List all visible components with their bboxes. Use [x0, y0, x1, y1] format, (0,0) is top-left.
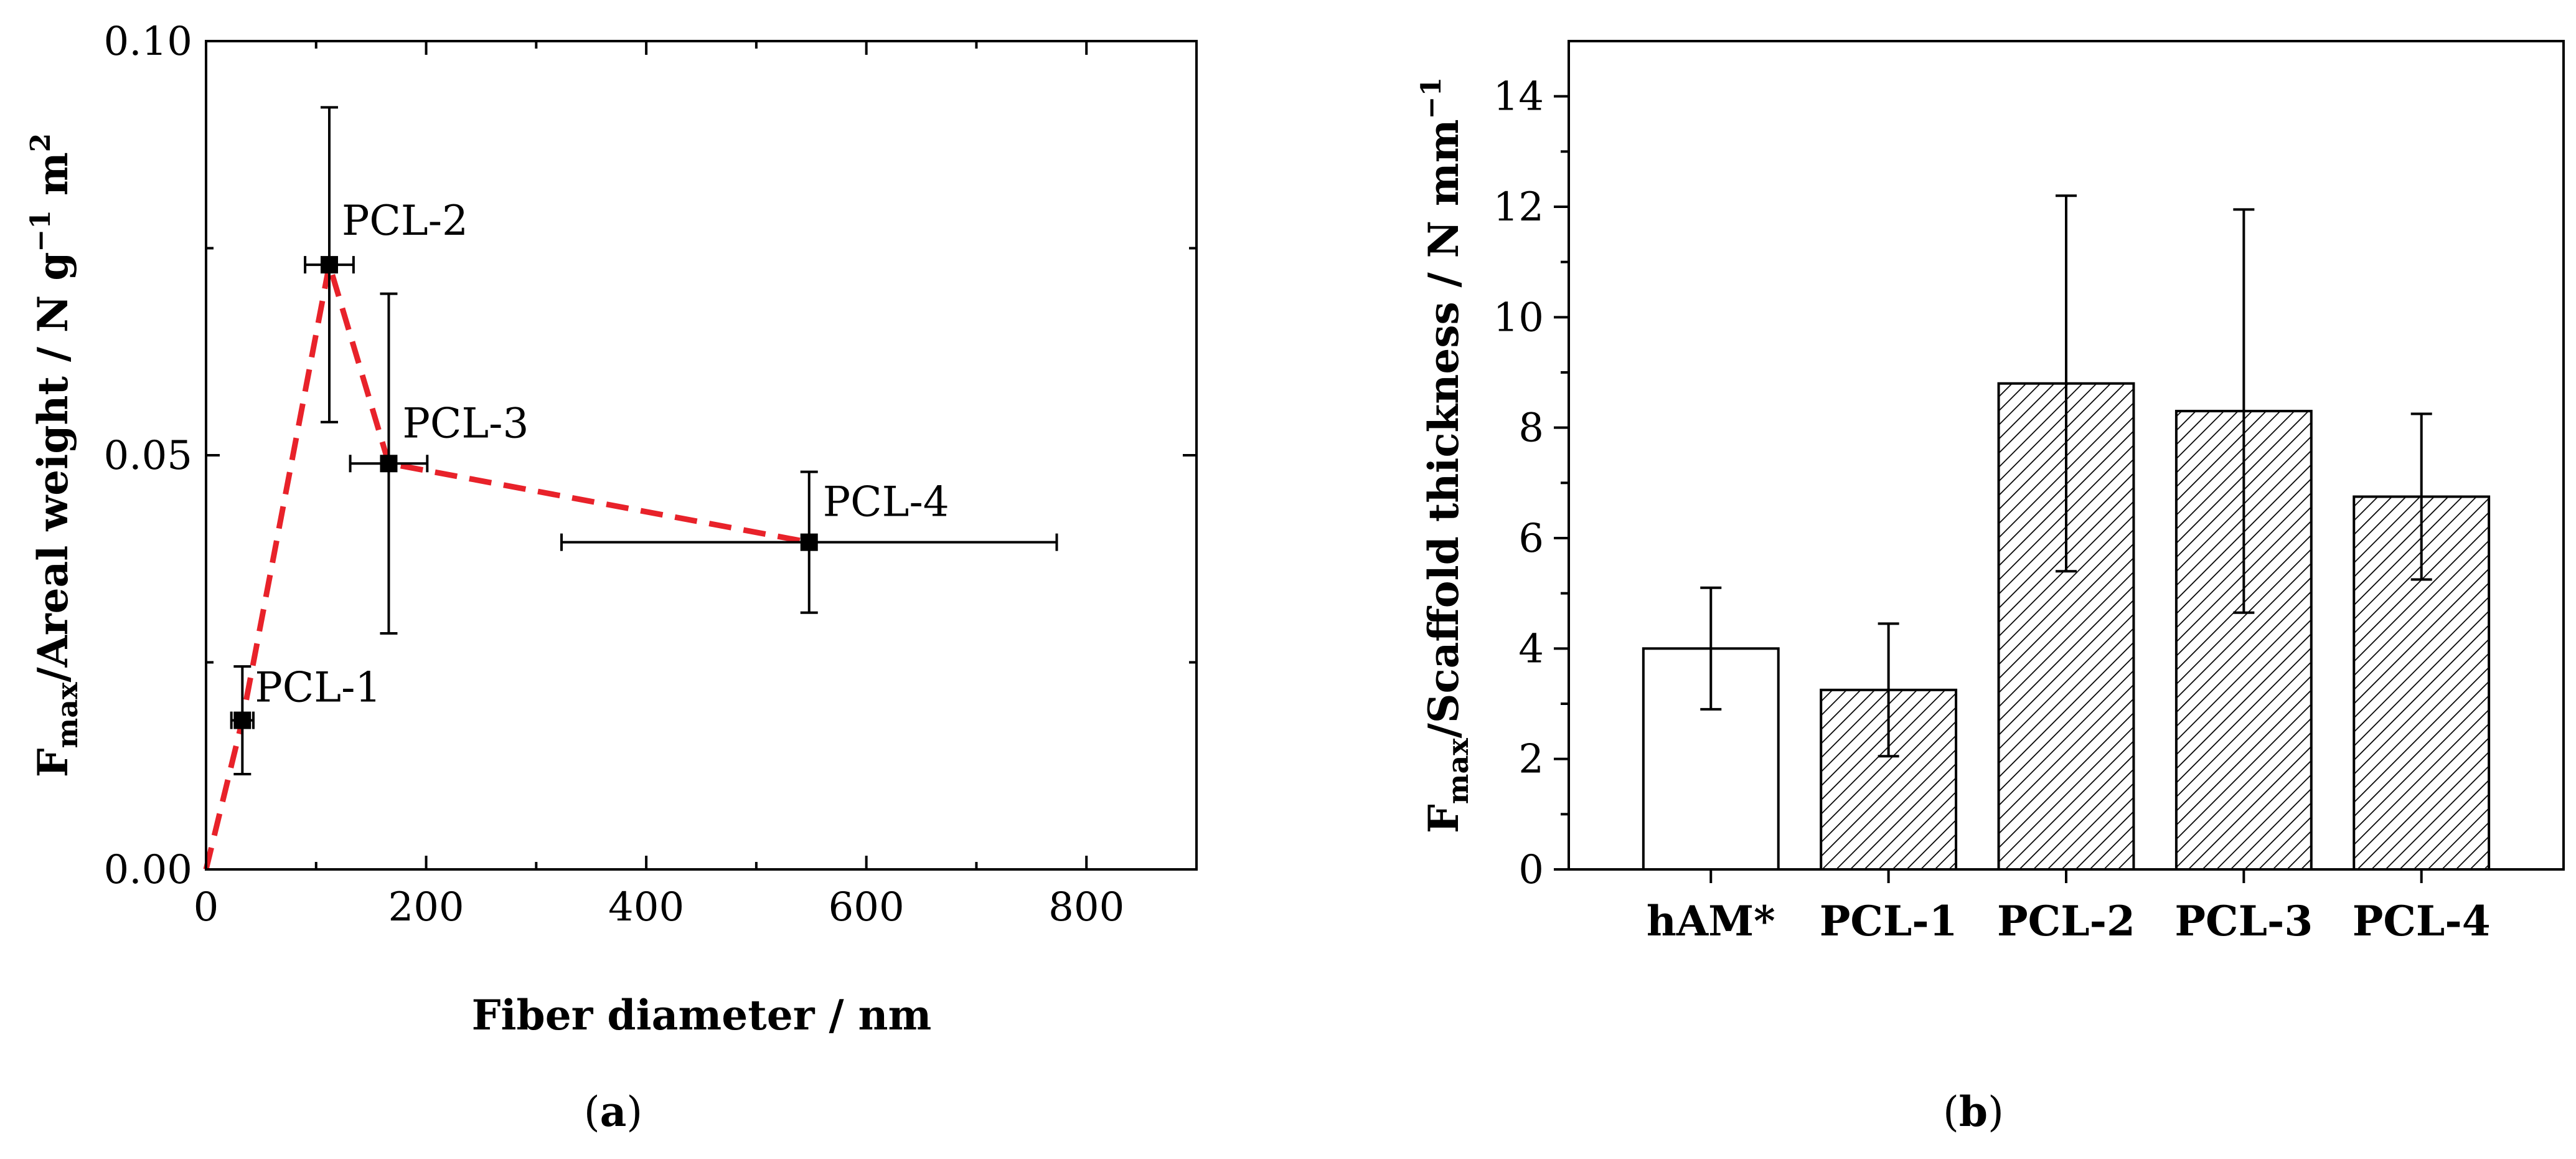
category-label: PCL-4	[2353, 897, 2491, 945]
data-point-pcl-3	[380, 455, 398, 473]
y-tick-label: 0.10	[104, 19, 193, 65]
panel-a-points	[233, 256, 818, 729]
y-tick-label: 12	[1493, 184, 1544, 230]
panel-b-plot-frame	[1568, 40, 2565, 871]
category-label: hAM*	[1647, 897, 1775, 945]
panel-b-bar-chart: 0 2 4 6 8 10 12 14 hAM* PCL-1 PCL-2 PCL-3 PCL-4 Fma…	[1416, 40, 2565, 1136]
panel-a-caption: (a)	[584, 1087, 642, 1136]
panel-b-category-labels: hAM* PCL-1 PCL-2 PCL-3 PCL-4	[1647, 897, 2491, 945]
trend-line-dashed	[203, 263, 810, 871]
x-tick-label: 400	[608, 884, 684, 930]
y-tick-label: 10	[1493, 295, 1544, 341]
category-label: PCL-3	[2174, 897, 2313, 945]
y-tick-label: 0.00	[104, 847, 193, 893]
y-tick-label: 14	[1493, 74, 1544, 120]
y-tick-label: 6	[1518, 516, 1544, 562]
y-tick-label: 0	[1518, 847, 1544, 893]
point-label-pcl-1: PCL-1	[255, 664, 381, 712]
panel-a-x-axis-title: Fiber diameter / nm	[472, 991, 932, 1039]
data-point-pcl-2	[320, 256, 338, 274]
category-label: PCL-2	[1997, 897, 2135, 945]
panel-b-ticks: 0 2 4 6 8 10 12 14	[1493, 74, 2423, 893]
x-tick-label: 800	[1048, 884, 1124, 930]
x-tick-label: 600	[829, 884, 905, 930]
panel-a-y-axis-title: Fmax/Areal weight / N g−1 m2	[25, 133, 84, 778]
panel-b-y-axis-title: Fmax/Scaffold thickness / N mm−1	[1416, 77, 1475, 833]
y-tick-label: 8	[1518, 405, 1544, 452]
x-tick-label: 0	[194, 884, 219, 930]
point-label-pcl-4: PCL-4	[823, 478, 949, 526]
panel-b-error-bars	[1700, 194, 2432, 758]
panel-a-plot-frame	[205, 40, 1198, 871]
panel-b-bars	[1642, 382, 2491, 871]
panel-a-point-labels: PCL-1 PCL-2 PCL-3 PCL-4	[255, 197, 949, 712]
panel-a-trend-line	[203, 263, 810, 871]
point-label-pcl-3: PCL-3	[402, 399, 529, 447]
category-label: PCL-1	[1820, 897, 1958, 945]
data-point-pcl-4	[800, 533, 818, 551]
data-point-pcl-1	[233, 711, 251, 729]
panel-b-caption: (b)	[1943, 1087, 2004, 1136]
panel-a-ticks: 0 200 400 600 800 0.00 0.05 0.10	[104, 19, 1196, 930]
x-tick-label: 200	[388, 884, 464, 930]
y-tick-label: 2	[1518, 737, 1544, 783]
y-tick-label: 4	[1518, 626, 1544, 672]
y-tick-label: 0.05	[104, 433, 193, 479]
point-label-pcl-2: PCL-2	[342, 197, 468, 245]
